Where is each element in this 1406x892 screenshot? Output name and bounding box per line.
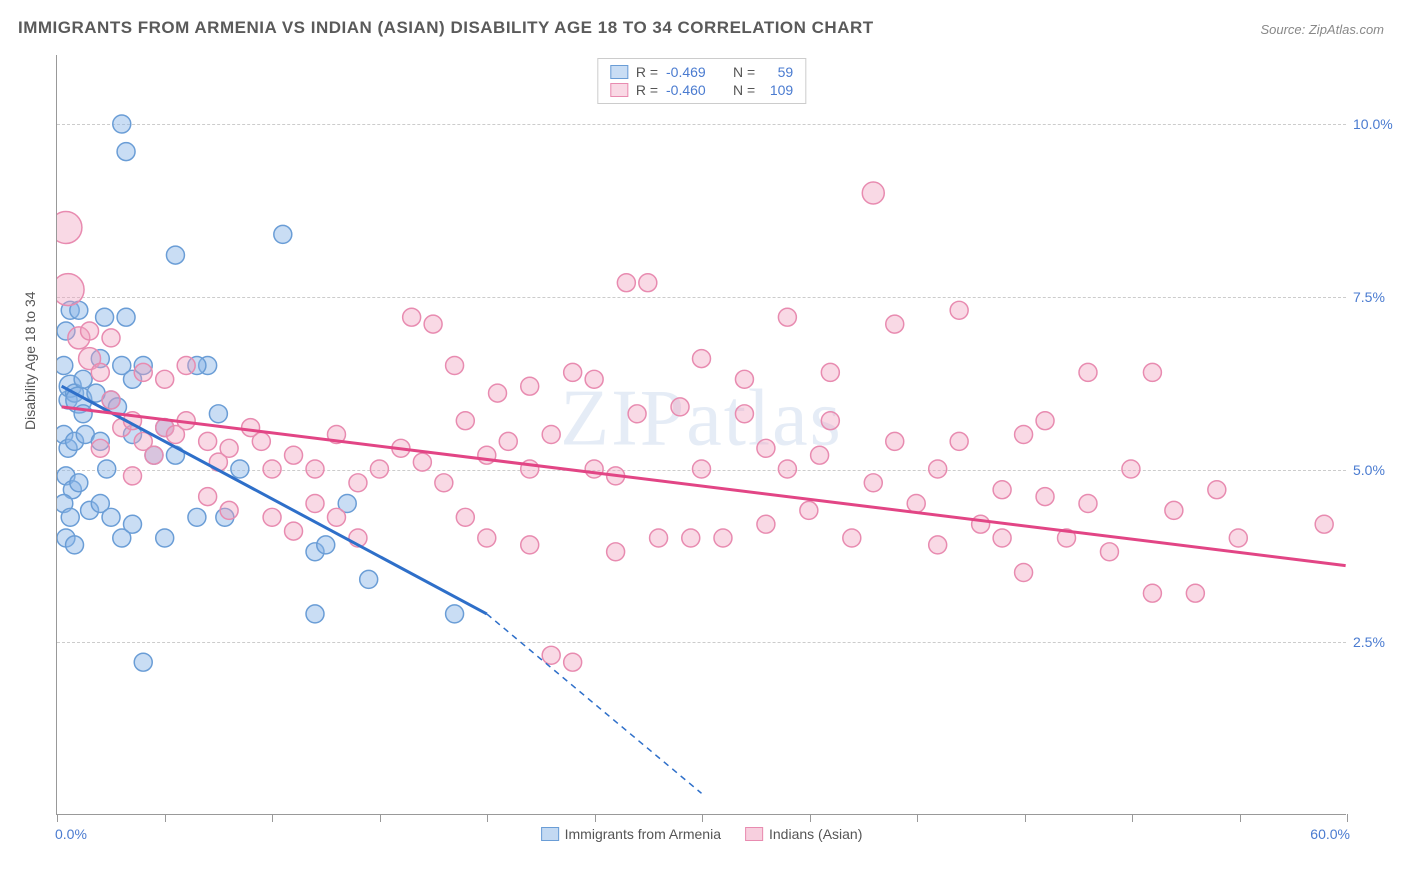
x-axis-max-label: 60.0% bbox=[1310, 826, 1350, 842]
x-tick bbox=[917, 814, 918, 822]
x-tick bbox=[487, 814, 488, 822]
x-axis-min-label: 0.0% bbox=[55, 826, 87, 842]
legend-series-item: Immigrants from Armenia bbox=[541, 826, 721, 842]
x-tick bbox=[810, 814, 811, 822]
y-tick-label: 2.5% bbox=[1353, 634, 1401, 650]
x-tick bbox=[595, 814, 596, 822]
x-tick bbox=[702, 814, 703, 822]
chart-title: IMMIGRANTS FROM ARMENIA VS INDIAN (ASIAN… bbox=[18, 18, 874, 38]
x-tick bbox=[165, 814, 166, 822]
y-axis-label: Disability Age 18 to 34 bbox=[22, 291, 38, 430]
x-tick bbox=[1240, 814, 1241, 822]
x-tick bbox=[57, 814, 58, 822]
chart-plot-area: ZIPatlas R =-0.469 N =59 R =-0.460 N =10… bbox=[56, 55, 1346, 815]
source-label: Source: ZipAtlas.com bbox=[1260, 22, 1384, 37]
x-tick bbox=[1025, 814, 1026, 822]
legend-stats-row: R =-0.460 N =109 bbox=[610, 81, 793, 99]
series-legend: Immigrants from Armenia Indians (Asian) bbox=[541, 826, 863, 842]
x-tick bbox=[1347, 814, 1348, 822]
y-tick-label: 10.0% bbox=[1353, 116, 1401, 132]
legend-stats-row: R =-0.469 N =59 bbox=[610, 63, 793, 81]
legend-series-item: Indians (Asian) bbox=[745, 826, 862, 842]
stats-legend: R =-0.469 N =59 R =-0.460 N =109 bbox=[597, 58, 806, 104]
scatter-plot-svg bbox=[57, 55, 1346, 814]
x-tick bbox=[380, 814, 381, 822]
x-tick bbox=[272, 814, 273, 822]
y-tick-label: 7.5% bbox=[1353, 289, 1401, 305]
x-tick bbox=[1132, 814, 1133, 822]
y-tick-label: 5.0% bbox=[1353, 462, 1401, 478]
